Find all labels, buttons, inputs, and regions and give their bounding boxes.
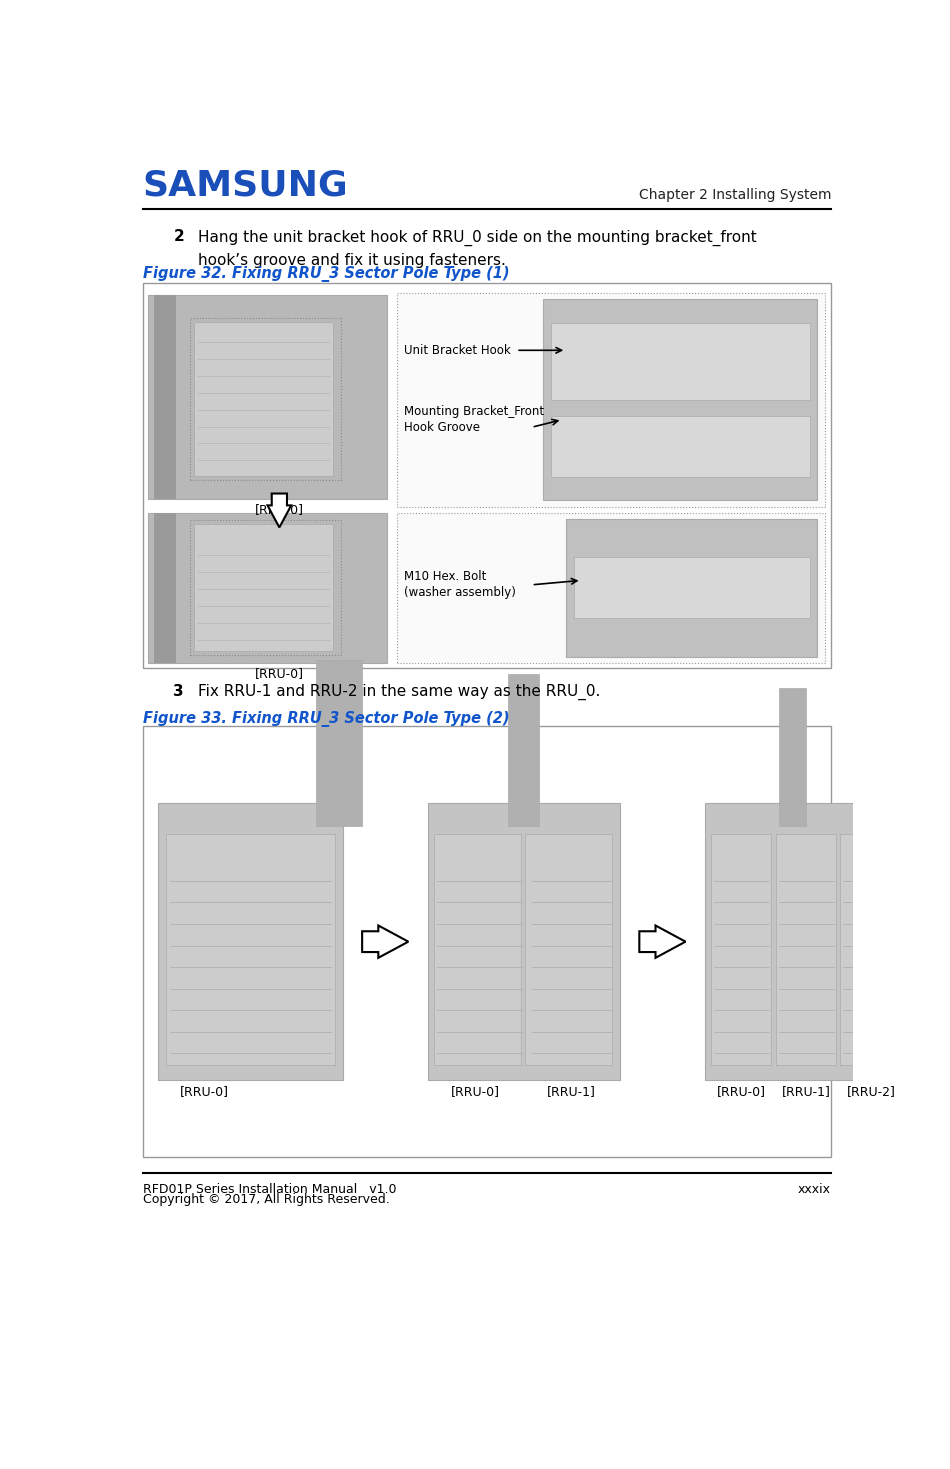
Polygon shape [639, 925, 686, 958]
Bar [397, 292, 825, 507]
Text: Copyright © 2017, All Rights Reserved.: Copyright © 2017, All Rights Reserved. [142, 1193, 390, 1206]
Bar [195, 322, 332, 476]
Text: M10 Hex. Bolt
(washer assembly): M10 Hex. Bolt (washer assembly) [405, 570, 517, 599]
Bar [779, 687, 806, 826]
Bar [190, 520, 341, 655]
Bar [525, 834, 613, 1065]
Bar [551, 416, 809, 477]
Bar [508, 674, 540, 826]
Bar [397, 513, 825, 663]
Text: [RRU-0]: [RRU-0] [255, 667, 304, 680]
Bar [190, 317, 341, 480]
Bar [775, 834, 836, 1065]
Bar [195, 524, 332, 651]
Text: xxxix: xxxix [798, 1183, 831, 1196]
Text: [RRU-0]: [RRU-0] [717, 1086, 767, 1097]
Bar [543, 298, 817, 501]
Text: [RRU-0]: [RRU-0] [180, 1086, 229, 1097]
Bar [566, 519, 817, 657]
Text: Hang the unit bracket hook of RRU_0 side on the mounting bracket_front
hook’s gr: Hang the unit bracket hook of RRU_0 side… [199, 229, 757, 267]
Text: Fix RRU-1 and RRU-2 in the same way as the RRU_0.: Fix RRU-1 and RRU-2 in the same way as t… [199, 683, 600, 699]
Text: 2: 2 [174, 229, 184, 244]
Bar [434, 834, 521, 1065]
Bar [142, 284, 831, 668]
Bar [711, 834, 771, 1065]
Bar [705, 804, 905, 1080]
Text: [RRU-0]: [RRU-0] [451, 1086, 500, 1097]
Bar [574, 557, 809, 618]
Bar [166, 834, 335, 1065]
Polygon shape [362, 925, 408, 958]
Bar [154, 513, 176, 663]
Text: RFD01P Series Installation Manual   v1.0: RFD01P Series Installation Manual v1.0 [142, 1183, 396, 1196]
Text: [RRU-1]: [RRU-1] [782, 1086, 831, 1097]
Text: Chapter 2 Installing System: Chapter 2 Installing System [638, 188, 831, 203]
Bar [428, 804, 620, 1080]
Text: [RRU-0]: [RRU-0] [255, 502, 304, 516]
Bar [142, 726, 831, 1158]
Bar [316, 660, 362, 826]
Text: Mounting Bracket_Front
Hook Groove: Mounting Bracket_Front Hook Groove [405, 405, 544, 435]
Bar [148, 513, 387, 663]
Text: Unit Bracket Hook: Unit Bracket Hook [405, 344, 511, 357]
Text: Figure 32. Fixing RRU_3 Sector Pole Type (1): Figure 32. Fixing RRU_3 Sector Pole Type… [142, 266, 509, 282]
Text: [RRU-1]: [RRU-1] [547, 1086, 596, 1097]
Text: 3: 3 [174, 683, 184, 699]
Bar [158, 804, 343, 1080]
Bar [551, 323, 809, 401]
Text: SAMSUNG: SAMSUNG [142, 169, 349, 203]
Bar [148, 295, 387, 499]
Polygon shape [268, 494, 292, 527]
Text: [RRU-2]: [RRU-2] [846, 1086, 896, 1097]
Bar [154, 295, 176, 499]
Bar [841, 834, 901, 1065]
Text: Figure 33. Fixing RRU_3 Sector Pole Type (2): Figure 33. Fixing RRU_3 Sector Pole Type… [142, 711, 509, 727]
